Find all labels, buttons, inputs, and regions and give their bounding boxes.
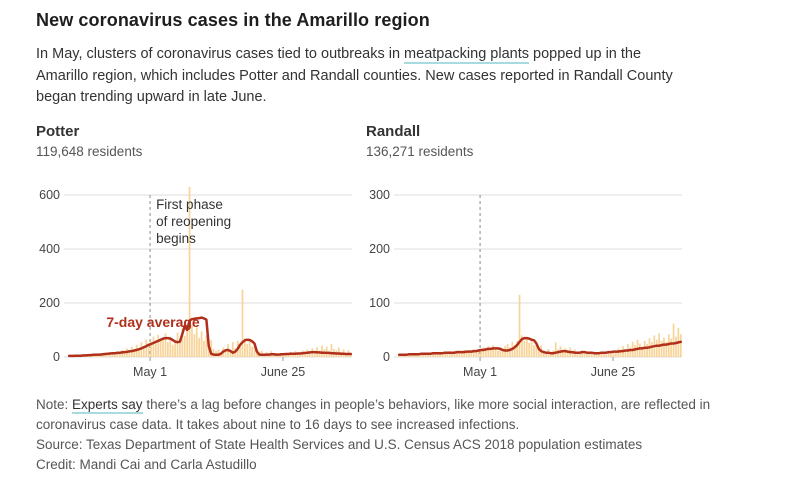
experts-say-link[interactable]: Experts say (72, 396, 143, 414)
y-axis-tick-label: 200 (369, 242, 390, 256)
event-annotation-line: of reopening (156, 214, 231, 229)
note-post: there’s a lag before changes in people’s… (142, 396, 711, 412)
y-axis-tick-label: 300 (369, 188, 390, 202)
charts-row: Potter 119,648 residents 0 200 400 600 First… (36, 123, 776, 387)
x-axis-tick-label: May 1 (463, 365, 497, 379)
y-axis-tick-label: 200 (39, 296, 60, 310)
source-line: Source: Texas Department of State Health… (36, 436, 643, 452)
note-line-2: coronavirus case data. It takes about ni… (36, 416, 520, 432)
y-axis-tick-label: 400 (39, 242, 60, 256)
x-axis-tick-label: June 25 (261, 365, 306, 379)
page-title: New coronavirus cases in the Amarillo re… (36, 10, 430, 30)
randall-cases-chart: 0 100 200 300 May 1 June 25 (369, 188, 683, 379)
intro-line-1-pre: In May, clusters of coronavirus cases ti… (36, 46, 405, 62)
randall-chart-block: Randall 136,271 residents 0 100 200 300 May … (366, 123, 696, 387)
intro-line-1-post: popped up in the (528, 46, 642, 62)
note-line-1: Note: Experts say there’s a lag before c… (36, 395, 776, 415)
daily-cases-bars (68, 186, 352, 357)
randall-chart-subtitle: 136,271 residents (366, 143, 474, 159)
meatpacking-plants-link[interactable]: meatpacking plants (404, 46, 529, 64)
intro-line-1: In May, clusters of coronavirus cases ti… (36, 44, 776, 66)
event-annotation-line: First phase (156, 197, 223, 212)
potter-chart-title: Potter (36, 122, 80, 140)
note-pre: Note: (36, 396, 73, 412)
potter-cases-chart: 0 200 400 600 First phase of reopening begins 7… (39, 186, 353, 379)
potter-chart-block: Potter 119,648 residents 0 200 400 600 First… (36, 123, 366, 387)
seven-day-average-line (67, 315, 353, 357)
y-axis-tick-label: 100 (369, 296, 390, 310)
intro-line-3: began trending upward in late June. (36, 89, 267, 105)
y-axis-tick-label: 0 (383, 350, 390, 364)
intro-line-2: Amarillo region, which includes Potter a… (36, 67, 673, 84)
article-page: New coronavirus cases in the Amarillo re… (36, 10, 776, 475)
potter-chart-subtitle: 119,648 residents (36, 143, 143, 159)
y-axis-tick-label: 0 (53, 350, 60, 364)
x-axis-tick-label: May 1 (133, 365, 167, 379)
event-annotation-line: begins (156, 231, 196, 246)
y-axis-tick-label: 600 (39, 188, 60, 202)
seven-day-average-label: 7-day average (106, 313, 200, 329)
x-axis-tick-label: June 25 (591, 365, 636, 379)
intro-paragraph: In May, clusters of coronavirus cases ti… (36, 44, 776, 109)
credit-line: Credit: Mandi Cai and Carla Astudillo (36, 456, 257, 472)
seven-day-average-line (397, 336, 683, 356)
footnotes: Note: Experts say there’s a lag before c… (36, 395, 776, 475)
randall-chart-title: Randall (366, 122, 421, 140)
